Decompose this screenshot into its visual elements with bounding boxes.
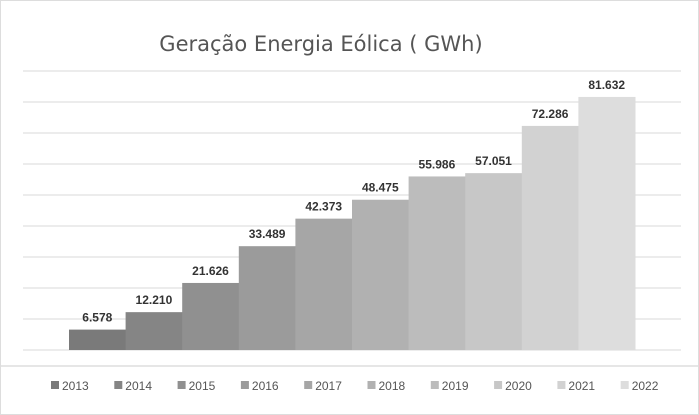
bar-2015 — [182, 282, 240, 350]
legend-label-2017: 2017 — [315, 379, 342, 393]
legend-label-2016: 2016 — [252, 379, 279, 393]
legend-swatch-2014 — [114, 381, 123, 389]
legend-label-2014: 2014 — [125, 379, 152, 393]
bar-2014 — [125, 312, 183, 350]
legend-swatch-2017 — [304, 381, 313, 389]
bar-2018 — [352, 199, 410, 350]
legend-swatch-2013 — [51, 381, 59, 389]
data-label-2014: 12.210 — [136, 293, 173, 307]
legend-label-2021: 2021 — [568, 379, 595, 393]
data-label-2016: 33.489 — [249, 227, 286, 241]
legend-label-2019: 2019 — [442, 379, 469, 393]
data-label-2019: 55.986 — [419, 157, 456, 171]
legend-label-2015: 2015 — [189, 379, 216, 393]
data-label-2013: 6.578 — [82, 311, 112, 325]
bar-2013 — [69, 329, 127, 350]
chart-title: Geração Energia Eólica ( GWh) — [159, 32, 482, 56]
data-label-2022: 81.632 — [588, 78, 625, 92]
data-label-2017: 42.373 — [305, 200, 342, 214]
legend-label-2022: 2022 — [632, 379, 659, 393]
legend-label-2018: 2018 — [379, 379, 406, 393]
bar-2021 — [521, 125, 579, 351]
legend-label-2013: 2013 — [62, 379, 89, 393]
bar-2017 — [295, 218, 353, 350]
legend-swatch-2022 — [620, 381, 629, 389]
data-label-2021: 72.286 — [532, 107, 569, 121]
bar-2019 — [408, 176, 466, 350]
bar-2016 — [238, 246, 296, 350]
data-label-2018: 48.475 — [362, 181, 399, 195]
legend-swatch-2020 — [494, 381, 503, 389]
legend-swatch-2019 — [430, 381, 439, 389]
data-label-2015: 21.626 — [192, 264, 229, 278]
legend-swatch-2018 — [367, 381, 376, 389]
legend-swatch-2021 — [557, 381, 566, 389]
bar-2020 — [465, 173, 523, 350]
legend-swatch-2016 — [240, 381, 249, 389]
data-label-2020: 57.051 — [475, 154, 512, 168]
bar-2022 — [578, 96, 636, 351]
legend-swatch-2015 — [177, 381, 186, 389]
legend-label-2020: 2020 — [505, 379, 532, 393]
